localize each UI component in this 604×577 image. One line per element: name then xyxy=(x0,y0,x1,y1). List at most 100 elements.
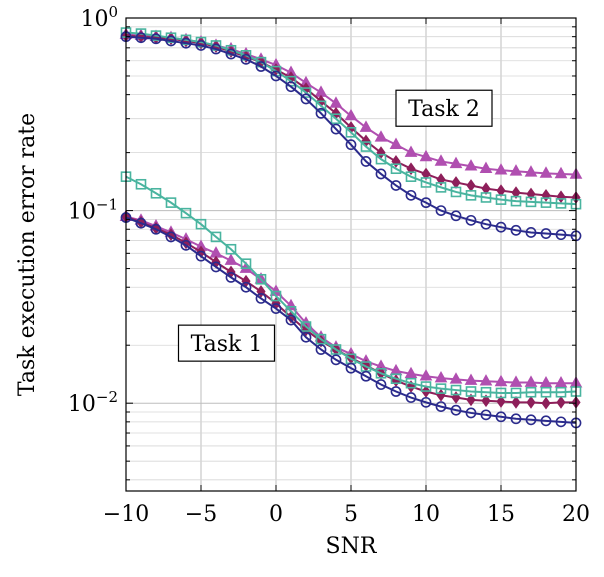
square-marker xyxy=(300,321,312,332)
annotation-box xyxy=(177,324,276,362)
triangle-marker xyxy=(554,166,568,179)
circle-marker xyxy=(225,48,237,60)
diamond-marker xyxy=(481,394,491,408)
circle-marker xyxy=(495,221,507,233)
series-task2-circle xyxy=(120,31,582,242)
circle-marker xyxy=(285,81,297,93)
diamond-marker xyxy=(421,167,431,181)
triangle-marker xyxy=(494,163,508,175)
circle-marker xyxy=(210,261,222,273)
circle-marker xyxy=(270,303,282,314)
circle-marker xyxy=(480,409,492,421)
diamond-marker xyxy=(436,173,446,186)
square-marker xyxy=(135,178,147,190)
square-marker xyxy=(150,187,162,199)
circle-marker xyxy=(465,407,477,419)
square-marker xyxy=(180,34,192,46)
circle-marker xyxy=(330,354,342,366)
diamond-marker xyxy=(526,187,536,201)
circle-marker xyxy=(150,33,162,45)
series-layer xyxy=(119,27,583,429)
circle-marker xyxy=(165,35,177,47)
circle-marker xyxy=(135,32,147,44)
circle-marker xyxy=(165,231,177,243)
diamond-marker xyxy=(511,395,521,409)
circle-marker xyxy=(285,314,297,326)
circle-marker xyxy=(420,197,432,209)
circle-marker xyxy=(150,223,162,235)
square-marker xyxy=(270,290,282,302)
circle-marker xyxy=(195,250,207,262)
square-marker xyxy=(330,344,342,355)
series-task1-circle xyxy=(120,212,582,429)
series-line xyxy=(125,35,577,237)
triangle-marker xyxy=(224,253,238,265)
triangle-marker xyxy=(419,149,433,162)
circle-marker xyxy=(540,415,552,427)
square-marker xyxy=(540,386,552,398)
triangle-marker xyxy=(404,145,418,157)
triangle-marker xyxy=(479,161,493,174)
triangle-marker xyxy=(329,96,343,108)
circle-marker xyxy=(360,156,372,167)
x-tick-label: 0 xyxy=(269,502,283,527)
square-marker xyxy=(465,386,477,397)
square-marker xyxy=(495,387,507,399)
y-tick-label: 10−2 xyxy=(68,388,118,417)
circle-marker xyxy=(255,293,267,304)
annotations: Task 2 Task 1 xyxy=(177,89,493,362)
circle-marker xyxy=(270,70,282,82)
square-marker xyxy=(165,197,177,208)
circle-marker xyxy=(405,392,417,403)
circle-marker xyxy=(180,239,192,251)
square-marker xyxy=(300,87,312,98)
square-marker xyxy=(480,192,492,203)
triangle-marker xyxy=(434,370,448,383)
circle-marker xyxy=(450,404,462,416)
ticks: −10 −5 0 5 10 15 20 100 10−1 10−2 xyxy=(68,3,590,527)
square-marker xyxy=(375,153,387,165)
circle-marker xyxy=(315,107,327,119)
circle-marker xyxy=(360,370,372,382)
square-marker xyxy=(195,36,207,48)
circle-marker xyxy=(420,396,432,408)
diamond-marker xyxy=(496,184,506,197)
circle-marker xyxy=(375,379,387,390)
square-marker xyxy=(240,258,252,269)
square-marker xyxy=(180,207,192,219)
square-marker xyxy=(390,373,402,385)
square-marker xyxy=(495,194,507,205)
circle-marker xyxy=(210,43,222,55)
circle-marker xyxy=(345,139,357,151)
triangle-marker xyxy=(344,108,358,121)
square-marker xyxy=(555,386,567,398)
triangle-marker xyxy=(554,376,568,388)
x-tick-label: −5 xyxy=(185,502,217,527)
triangle-marker xyxy=(464,159,478,171)
square-marker xyxy=(525,386,537,398)
triangle-marker xyxy=(404,366,418,379)
square-marker xyxy=(435,182,447,193)
square-marker xyxy=(195,218,207,230)
circle-marker xyxy=(390,180,402,191)
circle-marker xyxy=(465,214,477,226)
triangle-marker xyxy=(374,130,388,142)
triangle-marker xyxy=(524,165,538,177)
x-tick-label: 15 xyxy=(487,502,515,527)
circle-marker xyxy=(555,416,567,428)
diamond-marker xyxy=(436,388,446,402)
circle-marker xyxy=(300,331,312,343)
y-axis-label: Task execution error rate xyxy=(15,113,40,396)
triangle-marker xyxy=(434,154,448,166)
diamond-marker xyxy=(406,162,416,176)
square-marker xyxy=(150,30,162,41)
square-marker xyxy=(420,177,432,188)
triangle-marker xyxy=(524,375,538,387)
annotation-label: Task 1 xyxy=(191,332,263,357)
square-marker xyxy=(405,377,417,389)
triangle-marker xyxy=(509,164,523,176)
square-marker xyxy=(390,163,402,175)
triangle-marker xyxy=(389,137,403,149)
circle-marker xyxy=(345,362,357,374)
square-marker xyxy=(435,383,447,394)
